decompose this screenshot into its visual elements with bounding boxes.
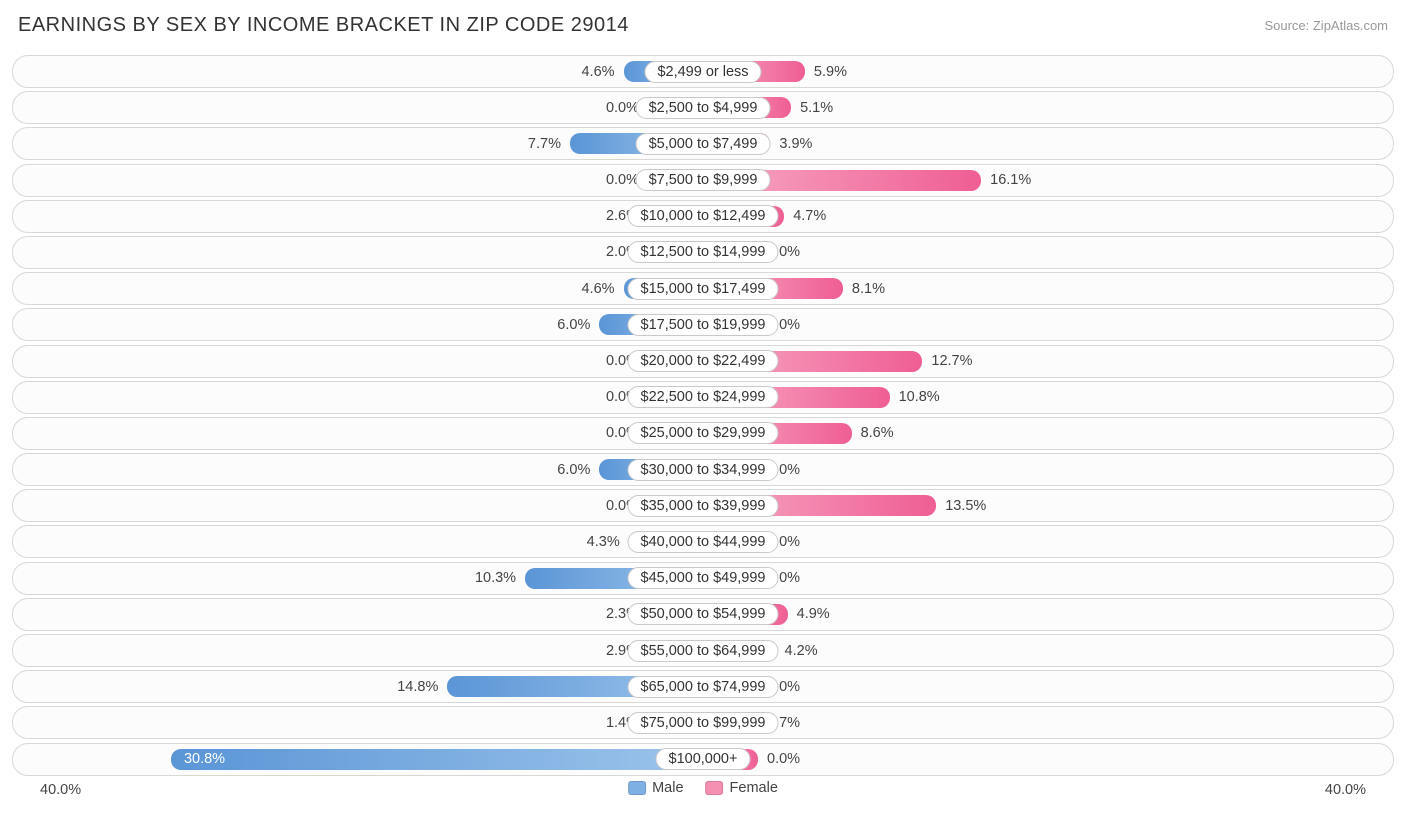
female-pct-label: 3.9% xyxy=(779,136,812,152)
female-pct-label: 4.7% xyxy=(793,208,826,224)
female-pct-label: 4.2% xyxy=(785,643,818,659)
chart-row: $45,000 to $49,99910.3%0.0% xyxy=(12,562,1394,595)
female-pct-label: 8.6% xyxy=(861,425,894,441)
chart-container: $2,499 or less4.6%5.9%$2,500 to $4,9990.… xyxy=(12,55,1394,774)
female-pct-label: 4.9% xyxy=(797,606,830,622)
chart-row: $30,000 to $34,9996.0%0.0% xyxy=(12,453,1394,486)
bracket-label: $22,500 to $24,999 xyxy=(628,386,779,408)
bracket-label: $7,500 to $9,999 xyxy=(636,169,771,191)
male-pct-label: 14.8% xyxy=(397,679,438,695)
chart-row: $65,000 to $74,99914.8%0.0% xyxy=(12,670,1394,703)
chart-row: $2,500 to $4,9990.0% 5.1% xyxy=(12,91,1394,124)
axis-max-left: 40.0% xyxy=(40,782,81,798)
female-pct-label: 12.7% xyxy=(931,353,972,369)
bracket-label: $40,000 to $44,999 xyxy=(628,531,779,553)
bracket-label: $45,000 to $49,999 xyxy=(628,567,779,589)
chart-row: $15,000 to $17,499 4.6% 8.1% xyxy=(12,272,1394,305)
chart-row: $20,000 to $22,4990.0%12.7% xyxy=(12,345,1394,378)
chart-row: $7,500 to $9,9990.0% 16.1% xyxy=(12,164,1394,197)
chart-footer: 40.0% 40.0% Male Female xyxy=(12,780,1394,804)
male-pct-label: 10.3% xyxy=(475,570,516,586)
male-pct-label: 4.6% xyxy=(581,64,614,80)
female-pct-label: 8.1% xyxy=(852,281,885,297)
chart-row: $25,000 to $29,9990.0%8.6% xyxy=(12,417,1394,450)
female-pct-label: 0.0% xyxy=(767,751,800,767)
legend-male: Male xyxy=(628,780,683,796)
chart-row: $12,500 to $14,9992.0%0.0% xyxy=(12,236,1394,269)
bracket-label: $5,000 to $7,499 xyxy=(636,133,771,155)
chart-row: $50,000 to $54,9992.3%4.9% xyxy=(12,598,1394,631)
chart-row: $55,000 to $64,9992.9%4.2% xyxy=(12,634,1394,667)
bracket-label: $20,000 to $22,499 xyxy=(628,350,779,372)
chart-row: $5,000 to $7,499 7.7% 3.9% xyxy=(12,127,1394,160)
bracket-label: $25,000 to $29,999 xyxy=(628,422,779,444)
female-pct-label: 13.5% xyxy=(945,498,986,514)
legend-female-label: Female xyxy=(730,780,778,796)
bracket-label: $17,500 to $19,999 xyxy=(628,314,779,336)
male-pct-label: 0.0% xyxy=(606,100,639,116)
bracket-label: $55,000 to $64,999 xyxy=(628,640,779,662)
male-pct-label: 0.0% xyxy=(606,172,639,188)
legend-male-label: Male xyxy=(652,780,683,796)
chart-row: $100,000+ 30.8% 0.0% xyxy=(12,743,1394,776)
chart-row: $2,499 or less 4.6% 5.9% xyxy=(12,55,1394,88)
bracket-label: $10,000 to $12,499 xyxy=(628,205,779,227)
female-pct-label: 5.9% xyxy=(814,64,847,80)
chart-row: $10,000 to $12,4992.6%4.7% xyxy=(12,200,1394,233)
bracket-label: $2,499 or less xyxy=(644,61,761,83)
source-attribution: Source: ZipAtlas.com xyxy=(1264,18,1388,33)
chart-row: $35,000 to $39,9990.0%13.5% xyxy=(12,489,1394,522)
male-pct-label: 7.7% xyxy=(528,136,561,152)
female-pct-label: 16.1% xyxy=(990,172,1031,188)
male-pct-label: 4.6% xyxy=(581,281,614,297)
chart-row: $75,000 to $99,9991.4%1.7% xyxy=(12,706,1394,739)
chart-title: EARNINGS BY SEX BY INCOME BRACKET IN ZIP… xyxy=(18,14,629,37)
chart-row: $17,500 to $19,9996.0%0.0% xyxy=(12,308,1394,341)
male-pct-label: 30.8% xyxy=(184,751,225,767)
legend-female: Female xyxy=(706,780,778,796)
bracket-label: $15,000 to $17,499 xyxy=(628,278,779,300)
bracket-label: $75,000 to $99,999 xyxy=(628,712,779,734)
legend-swatch-male xyxy=(628,781,646,795)
male-pct-label: 6.0% xyxy=(557,462,590,478)
bracket-label: $2,500 to $4,999 xyxy=(636,97,771,119)
bracket-label: $65,000 to $74,999 xyxy=(628,676,779,698)
chart-row: $40,000 to $44,9994.3%0.0% xyxy=(12,525,1394,558)
female-pct-label: 5.1% xyxy=(800,100,833,116)
bracket-label: $12,500 to $14,999 xyxy=(628,241,779,263)
bracket-label: $100,000+ xyxy=(656,748,751,770)
bracket-label: $30,000 to $34,999 xyxy=(628,459,779,481)
male-bar xyxy=(171,749,703,770)
male-pct-label: 4.3% xyxy=(587,534,620,550)
legend: Male Female xyxy=(628,780,778,796)
bracket-label: $35,000 to $39,999 xyxy=(628,495,779,517)
axis-max-right: 40.0% xyxy=(1325,782,1366,798)
legend-swatch-female xyxy=(706,781,724,795)
bracket-label: $50,000 to $54,999 xyxy=(628,603,779,625)
male-pct-label: 6.0% xyxy=(557,317,590,333)
chart-row: $22,500 to $24,9990.0%10.8% xyxy=(12,381,1394,414)
female-pct-label: 10.8% xyxy=(899,389,940,405)
